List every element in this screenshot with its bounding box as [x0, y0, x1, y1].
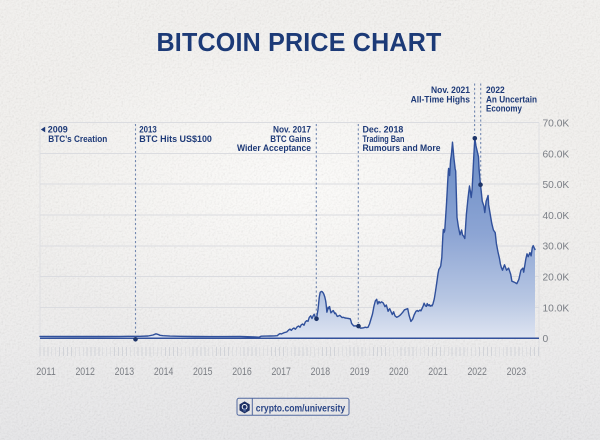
svg-text:Economy: Economy — [486, 104, 523, 114]
svg-text:60.0K: 60.0K — [543, 149, 570, 160]
svg-text:Dec. 2018: Dec. 2018 — [363, 125, 404, 135]
svg-text:Wider Acceptance: Wider Acceptance — [237, 143, 311, 153]
svg-text:40.0K: 40.0K — [543, 211, 570, 222]
svg-text:BTC’s Creation: BTC’s Creation — [48, 134, 107, 144]
svg-text:2016: 2016 — [232, 366, 252, 378]
svg-text:2011: 2011 — [36, 366, 56, 378]
svg-text:2021: 2021 — [428, 366, 448, 378]
svg-text:30.0K: 30.0K — [543, 242, 570, 253]
svg-text:2013: 2013 — [115, 366, 135, 378]
svg-text:2022: 2022 — [467, 366, 487, 378]
svg-text:BITCOIN PRICE CHART: BITCOIN PRICE CHART — [157, 29, 442, 57]
svg-text:Nov. 2017: Nov. 2017 — [273, 125, 311, 135]
svg-text:2023: 2023 — [507, 366, 527, 378]
svg-text:70.0K: 70.0K — [543, 119, 570, 130]
svg-text:2019: 2019 — [350, 366, 370, 378]
svg-text:50.0K: 50.0K — [543, 180, 570, 191]
svg-text:2012: 2012 — [75, 366, 95, 378]
svg-text:Nov. 2021: Nov. 2021 — [431, 85, 470, 95]
svg-text:2014: 2014 — [154, 366, 174, 378]
svg-text:BTC Gains: BTC Gains — [270, 134, 311, 144]
svg-text:2015: 2015 — [193, 366, 213, 378]
svg-text:2020: 2020 — [389, 366, 409, 378]
svg-text:2022: 2022 — [486, 85, 505, 95]
svg-text:2017: 2017 — [271, 366, 291, 378]
svg-text:Trading Ban: Trading Ban — [363, 134, 405, 144]
svg-text:10.0K: 10.0K — [543, 303, 570, 314]
svg-text:2009: 2009 — [48, 125, 68, 135]
svg-text:20.0K: 20.0K — [543, 273, 570, 284]
svg-text:crypto.com/university: crypto.com/university — [256, 403, 346, 414]
svg-text:An Uncertain: An Uncertain — [486, 94, 537, 104]
svg-text:0: 0 — [543, 334, 549, 345]
svg-text:2018: 2018 — [311, 366, 331, 378]
svg-text:2013: 2013 — [139, 125, 157, 135]
svg-text:All-Time Highs: All-Time Highs — [411, 94, 470, 104]
svg-text:Rumours and More: Rumours and More — [363, 143, 441, 153]
svg-text:BTC Hits US$100: BTC Hits US$100 — [139, 134, 212, 144]
